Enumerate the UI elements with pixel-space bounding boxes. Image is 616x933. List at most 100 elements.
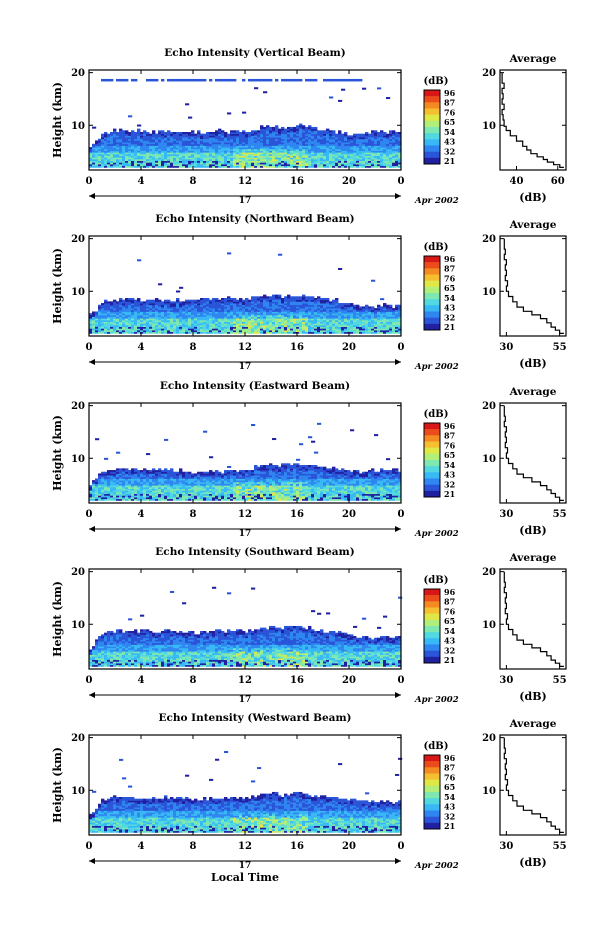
average-x-tick-label: 55 [553, 675, 567, 686]
colorbar-swatch [424, 620, 440, 626]
average-y-tick-label: 20 [482, 234, 496, 245]
x-tick-label: 12 [238, 841, 252, 852]
colorbar-tick-label: 87 [444, 98, 455, 108]
average-x-tick-label: 55 [553, 342, 567, 353]
colorbar-swatch [424, 429, 440, 435]
colorbar-swatch [424, 626, 440, 632]
colorbar-swatch [424, 281, 440, 287]
x-tick-label: 20 [342, 509, 356, 520]
echo-heatmap [89, 79, 401, 168]
month-year-label: Apr 2002 [414, 529, 459, 539]
average-x-label: (dB) [519, 524, 546, 537]
y-tick-label: 10 [71, 786, 85, 797]
colorbar-tick-label: 54 [444, 626, 456, 636]
average-y-tick-label: 10 [482, 121, 496, 132]
echo-heatmap [89, 751, 402, 833]
average-frame [500, 735, 566, 835]
day-arrow-head [89, 359, 95, 365]
colorbar-swatch [424, 823, 440, 829]
colorbar-tick-label: 76 [444, 606, 456, 616]
colorbar-swatch [424, 287, 440, 293]
colorbar-swatch [424, 102, 440, 108]
average-frame [500, 236, 566, 336]
colorbar-swatch [424, 472, 440, 478]
colorbar-swatch [424, 262, 440, 268]
colorbar-swatch [424, 96, 440, 102]
colorbar-tick-label: 43 [444, 470, 456, 480]
colorbar-swatch [424, 595, 440, 601]
colorbar-label: (dB) [424, 741, 449, 752]
x-tick-label: 4 [138, 176, 145, 187]
colorbar-tick-label: 43 [444, 137, 456, 147]
colorbar-swatch [424, 293, 440, 299]
average-x-label: (dB) [519, 357, 546, 370]
y-tick-label: 20 [71, 68, 85, 79]
day-arrow-head [89, 193, 95, 199]
colorbar-swatch [424, 485, 440, 491]
panel-4: Echo Intensity (Southward Beam)1020Heigh… [51, 546, 567, 705]
y-tick-label: 20 [71, 567, 85, 578]
day-arrow-head [395, 692, 401, 698]
x-tick-label: 0 [398, 342, 405, 353]
colorbar-tick-label: 87 [444, 431, 455, 441]
average-x-tick-label: 30 [499, 509, 513, 520]
colorbar-label: (dB) [424, 242, 449, 253]
colorbar-swatch [424, 448, 440, 454]
average-x-label: (dB) [519, 191, 546, 204]
colorbar-label: (dB) [424, 575, 449, 586]
echo-heatmap [89, 252, 401, 333]
x-tick-label: 16 [290, 841, 304, 852]
average-profile-line [504, 738, 564, 833]
colorbar-swatch [424, 324, 440, 330]
colorbar-tick-label: 21 [444, 156, 455, 166]
panel-title: Echo Intensity (Southward Beam) [155, 546, 354, 558]
x-tick-label: 12 [238, 675, 252, 686]
colorbar-swatch [424, 774, 440, 780]
y-tick-label: 10 [71, 121, 85, 132]
x-tick-label: 20 [342, 176, 356, 187]
panel-title: Echo Intensity (Northward Beam) [155, 213, 354, 225]
month-year-label: Apr 2002 [414, 362, 459, 372]
average-x-tick-label: 55 [553, 841, 567, 852]
x-tick-label: 20 [342, 841, 356, 852]
average-profile-line [504, 406, 564, 501]
colorbar-tick-label: 21 [444, 655, 455, 665]
average-frame [500, 403, 566, 503]
colorbar-tick-label: 87 [444, 264, 455, 274]
average-title: Average [509, 718, 557, 730]
panel-title: Echo Intensity (Eastward Beam) [160, 380, 350, 392]
x-tick-label: 0 [86, 675, 93, 686]
colorbar-swatch [424, 275, 440, 281]
colorbar-swatch [424, 299, 440, 305]
colorbar-tick-label: 21 [444, 821, 455, 831]
colorbar-tick-label: 54 [444, 460, 456, 470]
colorbar-tick-label: 54 [444, 127, 456, 137]
colorbar-swatch [424, 651, 440, 657]
y-tick-label: 10 [71, 287, 85, 298]
colorbar-tick-label: 96 [444, 753, 456, 763]
colorbar-swatch [424, 146, 440, 152]
x-tick-label: 4 [138, 675, 145, 686]
colorbar-tick-label: 87 [444, 597, 455, 607]
colorbar-swatch [424, 792, 440, 798]
month-year-label: Apr 2002 [414, 695, 459, 705]
average-x-tick-label: 40 [510, 176, 524, 187]
average-frame [500, 70, 566, 170]
y-tick-label: 10 [71, 454, 85, 465]
x-tick-label: 8 [190, 176, 197, 187]
colorbar-tick-label: 32 [444, 146, 455, 156]
colorbar-swatch [424, 761, 440, 767]
echo-heatmap [89, 587, 402, 667]
colorbar-swatch [424, 90, 440, 96]
colorbar-swatch [424, 608, 440, 614]
colorbar-swatch [424, 121, 440, 127]
average-x-tick-label: 60 [551, 176, 565, 187]
y-tick-label: 20 [71, 401, 85, 412]
colorbar-swatch [424, 435, 440, 441]
x-tick-label: 12 [238, 342, 252, 353]
colorbar-swatch [424, 811, 440, 817]
colorbar-swatch [424, 139, 440, 145]
average-title: Average [509, 552, 557, 564]
month-year-label: Apr 2002 [414, 196, 459, 206]
average-profile-line [502, 73, 564, 168]
